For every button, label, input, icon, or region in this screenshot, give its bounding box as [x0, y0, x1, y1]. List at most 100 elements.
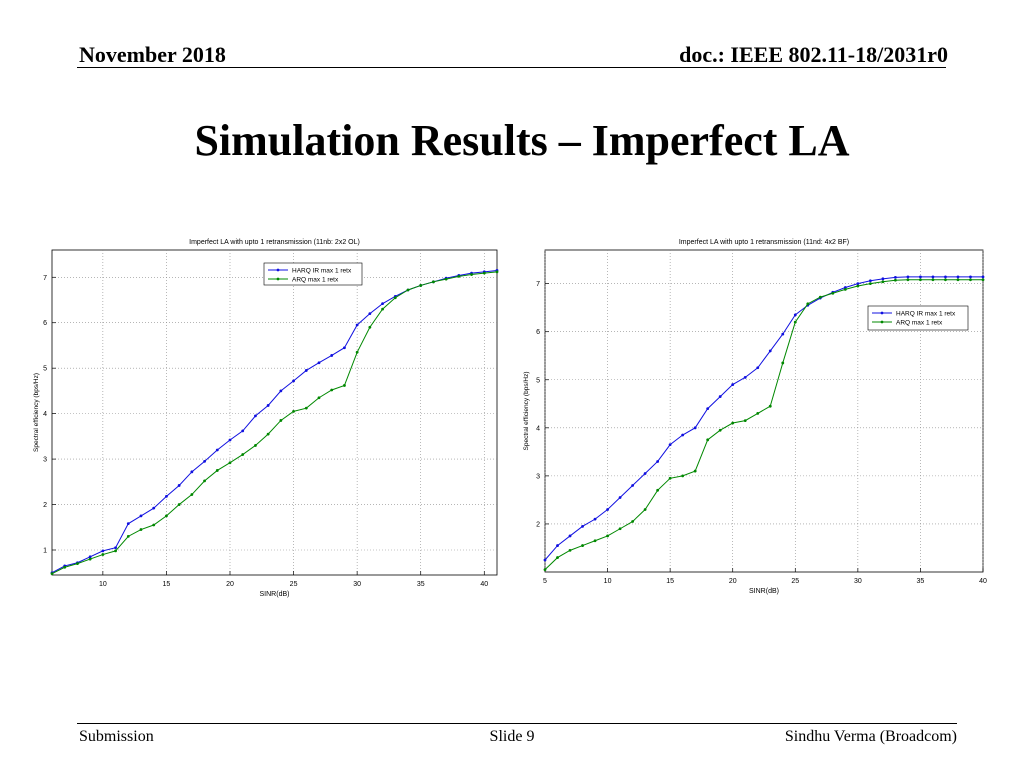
data-point-harq: [681, 433, 685, 437]
data-point-harq: [643, 472, 647, 475]
data-point-arq: [457, 274, 461, 278]
data-point-harq: [956, 275, 960, 279]
data-point-harq: [139, 514, 143, 518]
data-point-harq: [381, 302, 384, 306]
data-point-harq: [330, 354, 334, 357]
data-point-arq: [868, 282, 872, 286]
data-point-arq: [969, 278, 972, 282]
data-point-arq: [581, 544, 584, 547]
y-axis-label: Spectral efficiency (bps/Hz): [523, 372, 530, 451]
data-point-harq: [668, 443, 672, 447]
data-point-arq: [843, 288, 847, 291]
data-point-harq: [656, 460, 660, 463]
data-point-arq: [919, 278, 922, 282]
data-point-arq: [126, 534, 130, 538]
x-axis-label: SINR(dB): [260, 591, 290, 598]
y-tick-label: 1: [43, 548, 47, 555]
series-line-arq: [51, 271, 498, 575]
data-point-arq: [165, 514, 168, 518]
x-tick-label: 40: [979, 578, 987, 585]
y-tick-label: 2: [536, 521, 540, 528]
y-tick-label: 7: [536, 281, 540, 288]
legend-label-arq: ARQ max 1 retx: [896, 320, 943, 327]
data-point-arq: [368, 325, 372, 329]
data-point-harq: [152, 506, 156, 510]
y-tick-label: 4: [536, 425, 540, 432]
footer-rule: [77, 723, 957, 724]
x-tick-label: 25: [791, 578, 799, 585]
data-point-arq: [781, 361, 785, 365]
data-point-arq: [806, 302, 810, 306]
data-point-arq: [114, 549, 117, 553]
data-point-arq: [88, 557, 92, 561]
data-point-arq: [756, 412, 760, 415]
data-point-arq: [743, 419, 747, 423]
data-point-harq: [254, 414, 257, 418]
data-point-arq: [931, 278, 935, 282]
data-point-harq: [693, 426, 697, 430]
data-point-harq: [581, 524, 584, 528]
data-point-harq: [919, 275, 922, 279]
data-point-arq: [432, 280, 435, 284]
data-point-arq: [266, 432, 270, 436]
legend-marker-arq: [880, 320, 884, 324]
header-date: November 2018: [79, 42, 226, 67]
y-axis-label: Spectral efficiency (bps/Hz): [33, 373, 40, 452]
legend-marker-harq: [880, 311, 884, 315]
data-point-arq: [343, 384, 346, 387]
y-tick-label: 6: [43, 320, 47, 327]
y-tick-label: 3: [43, 457, 47, 464]
legend-box: [867, 305, 969, 331]
y-tick-label: 5: [43, 366, 47, 373]
data-point-arq: [956, 278, 960, 282]
data-point-arq: [254, 444, 257, 447]
data-point-harq: [101, 549, 105, 553]
data-point-harq: [843, 286, 847, 289]
data-point-harq: [279, 389, 283, 393]
data-point-harq: [114, 546, 117, 550]
data-point-arq: [63, 565, 67, 569]
data-point-harq: [241, 429, 245, 433]
legend-marker-harq: [276, 268, 280, 272]
data-point-harq: [969, 275, 972, 279]
data-point-harq: [543, 558, 547, 562]
data-point-arq: [856, 284, 860, 288]
chart-title: Imperfect LA with upto 1 retransmission …: [679, 239, 849, 246]
header-doc-id: doc.: IEEE 802.11-18/2031r0: [679, 42, 948, 67]
x-axis-label: SINR(dB): [749, 588, 779, 595]
x-tick-label: 35: [917, 578, 925, 585]
data-point-arq: [944, 278, 947, 282]
data-point-arq: [355, 350, 359, 354]
x-tick-label: 30: [353, 581, 361, 588]
x-tick-label: 40: [480, 581, 488, 588]
data-point-arq: [894, 278, 897, 282]
data-point-arq: [419, 284, 423, 287]
data-point-harq: [756, 366, 760, 370]
data-point-harq: [593, 517, 597, 521]
data-point-harq: [881, 277, 885, 281]
data-point-arq: [568, 548, 572, 552]
data-point-harq: [731, 383, 735, 386]
data-point-arq: [668, 476, 672, 480]
data-point-harq: [126, 522, 130, 526]
data-point-arq: [152, 523, 156, 527]
data-point-arq: [706, 438, 710, 442]
footer-slide-number: Slide 9: [489, 728, 535, 745]
data-point-arq: [981, 278, 985, 282]
data-point-harq: [304, 369, 308, 372]
data-point-harq: [793, 313, 797, 317]
data-point-harq: [368, 312, 372, 316]
legend-box: [263, 262, 363, 286]
x-tick-label: 25: [290, 581, 298, 588]
x-tick-label: 20: [226, 581, 234, 588]
y-tick-label: 6: [536, 329, 540, 336]
data-point-arq: [693, 469, 697, 473]
footer-submission: Submission: [79, 728, 154, 745]
footer-author: Sindhu Verma (Broadcom): [784, 728, 957, 745]
data-point-harq: [556, 544, 559, 547]
data-point-arq: [618, 527, 622, 531]
plot-area: [51, 249, 498, 576]
data-point-arq: [593, 539, 597, 543]
data-point-arq: [731, 421, 735, 425]
data-point-arq: [444, 277, 448, 281]
